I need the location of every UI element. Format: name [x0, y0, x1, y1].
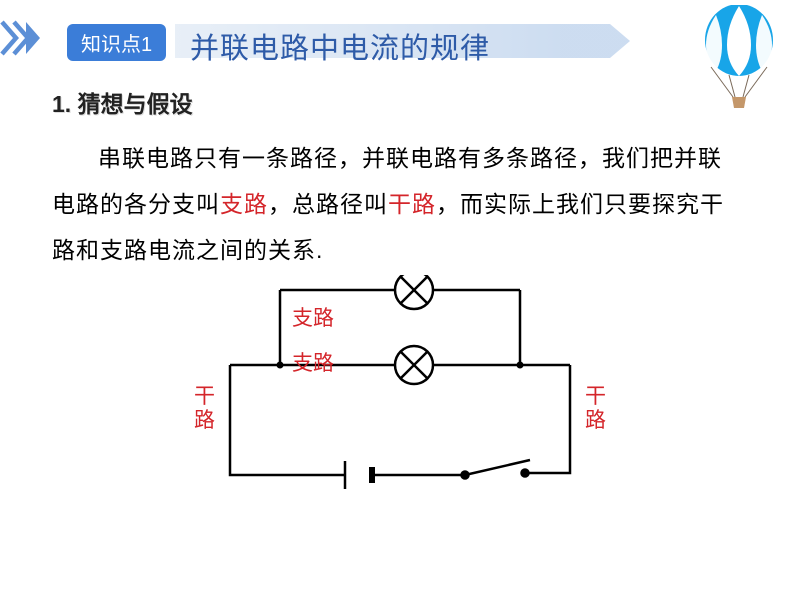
slide-header: 知识点1 并联电路中电流的规律: [0, 0, 794, 60]
body-paragraph: 串联电路只有一条路径，并联电路有多条路径，我们把并联电路的各分支叫支路，总路径叫…: [52, 135, 742, 273]
label-main-left-char2: 路: [194, 409, 215, 432]
label-main-right-char2: 路: [585, 409, 606, 432]
chevron-decoration-icon: [0, 20, 60, 56]
circuit-svg: [200, 275, 600, 535]
content-area: 1. 猜想与假设 串联电路只有一条路径，并联电路有多条路径，我们把并联电路的各分…: [52, 85, 742, 273]
label-main-right: 干 路: [585, 385, 606, 433]
label-branch-bottom: 支路: [292, 352, 334, 376]
main-title: 并联电路中电流的规律: [190, 25, 490, 67]
section-heading: 1. 猜想与假设: [52, 85, 742, 119]
label-main-left: 干 路: [194, 385, 215, 433]
label-main-left-char1: 干: [194, 385, 215, 408]
text-branch-road: 支路: [220, 191, 268, 217]
text-main-road: 干路: [388, 191, 436, 217]
knowledge-point-badge: 知识点1: [67, 24, 166, 61]
text-part-3: ，总路径叫: [268, 191, 388, 217]
label-branch-top: 支路: [292, 307, 334, 331]
circuit-diagram: 支路 支路 干 路 干 路: [200, 275, 600, 540]
label-main-right-char1: 干: [585, 385, 606, 408]
